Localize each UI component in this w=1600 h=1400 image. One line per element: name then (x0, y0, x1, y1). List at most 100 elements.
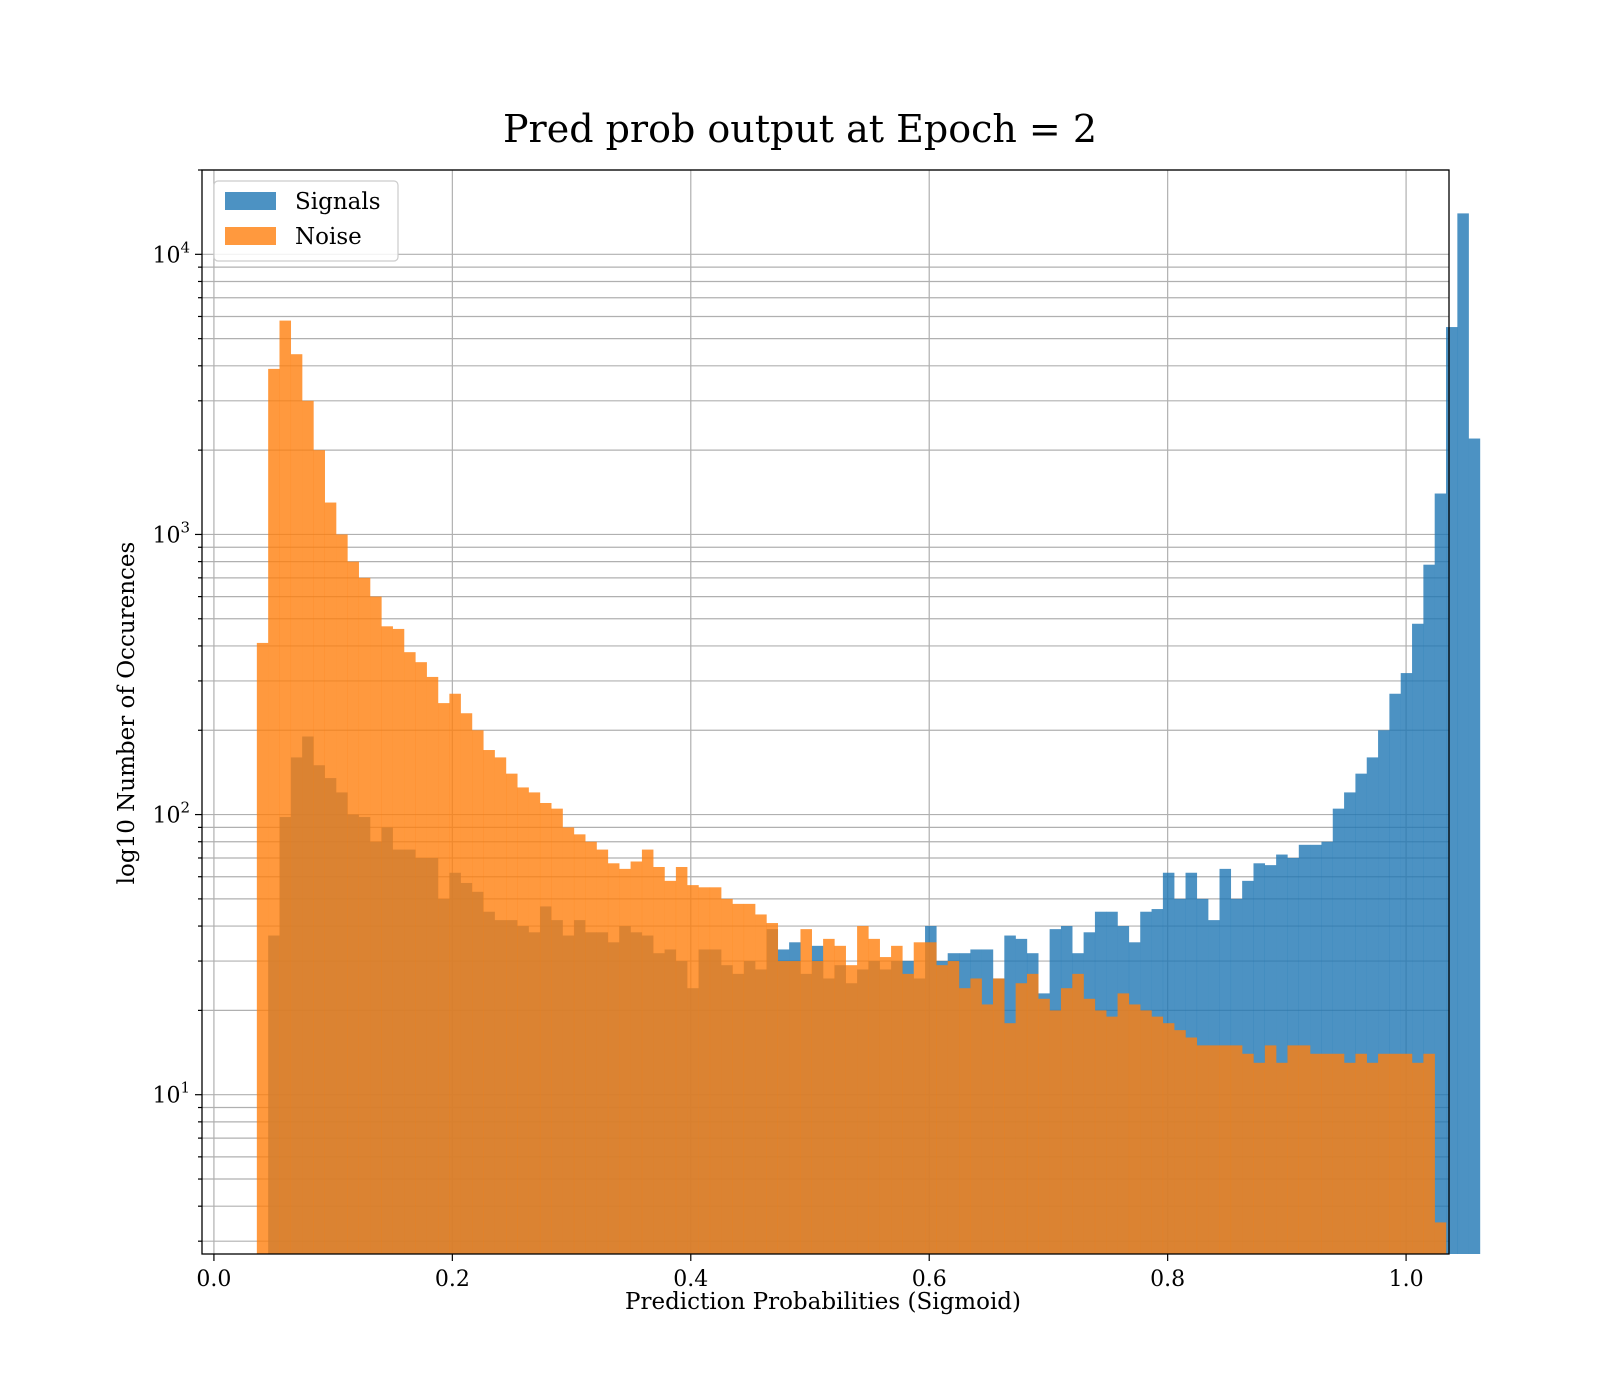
noise-bar (607, 863, 620, 1254)
noise-bar (1106, 1016, 1118, 1254)
signals-bar (1366, 757, 1379, 1254)
legend-label-signals: Signals (295, 189, 381, 215)
noise-bar (460, 713, 473, 1254)
noise-bar (381, 626, 393, 1254)
y-tick-label: 101 (152, 1079, 190, 1109)
noise-bar (1230, 1045, 1243, 1254)
x-tick-label: 1.0 (1389, 1267, 1424, 1292)
noise-bar (1253, 1062, 1266, 1254)
noise-bar (1276, 1062, 1288, 1254)
x-tick-label: 0.6 (912, 1267, 947, 1292)
noise-bar (426, 676, 439, 1254)
x-tick-label: 0.8 (1150, 1267, 1185, 1292)
noise-bar (313, 450, 325, 1254)
noise-bar (755, 914, 767, 1254)
noise-bar (675, 866, 688, 1254)
noise-bar (1287, 1045, 1299, 1254)
signals-bar (1378, 730, 1390, 1254)
noise-bar (1208, 1045, 1220, 1254)
noise-bar (936, 965, 948, 1254)
signals-bar (1446, 327, 1458, 1254)
noise-bar (1004, 1023, 1016, 1254)
x-axis: 0.0 0.2 0.4 0.6 0.8 1.0 (196, 1254, 1424, 1292)
noise-bar (268, 368, 280, 1254)
noise-bar (1400, 1053, 1413, 1254)
noise-series (256, 320, 1447, 1254)
noise-bar (1310, 1053, 1322, 1254)
noise-bar (1344, 1062, 1356, 1254)
noise-bar (857, 926, 869, 1254)
noise-bar (1038, 998, 1050, 1254)
noise-bar (347, 561, 359, 1254)
noise-bar (630, 861, 643, 1254)
noise-bar (1366, 1062, 1379, 1254)
noise-bar (539, 802, 552, 1254)
noise-bar (1060, 988, 1073, 1254)
noise-bar (1083, 998, 1096, 1254)
noise-bar (1378, 1053, 1390, 1254)
noise-bar (573, 834, 586, 1254)
y-tick-label: 104 (152, 238, 190, 268)
noise-bar (370, 596, 382, 1254)
noise-bar (811, 961, 824, 1254)
legend-swatch-noise (225, 227, 276, 245)
noise-bar (698, 887, 711, 1254)
noise-bar (766, 923, 779, 1254)
signals-bar (1310, 844, 1322, 1254)
noise-bar (959, 988, 971, 1254)
noise-bar (879, 957, 892, 1254)
noise-bar (449, 693, 461, 1254)
noise-bar (483, 750, 495, 1254)
noise-bar (279, 320, 292, 1254)
x-tick-label: 0.0 (196, 1267, 231, 1292)
noise-bar (970, 978, 982, 1254)
noise-bar (1015, 983, 1028, 1254)
plot-frame (201, 169, 1450, 1255)
noise-bar (585, 841, 597, 1254)
noise-bar (290, 354, 303, 1254)
noise-bar (1196, 1045, 1209, 1254)
signals-bar (1400, 673, 1413, 1254)
x-tick-label: 0.2 (435, 1267, 470, 1292)
noise-bar (687, 885, 699, 1254)
x-axis-label: Prediction Probabilities (Sigmoid) (625, 1289, 1021, 1315)
signals-bar (1332, 808, 1345, 1254)
noise-bar (1185, 1037, 1198, 1254)
noise-bar (528, 792, 541, 1254)
signals-bar (1457, 213, 1469, 1254)
noise-bar (562, 827, 575, 1254)
noise-bar (789, 961, 801, 1254)
noise-bar (732, 903, 745, 1254)
noise-bar (596, 849, 609, 1254)
noise-bar (1412, 1062, 1424, 1254)
x-tick-label: 0.4 (673, 1267, 708, 1292)
noise-bar (777, 961, 790, 1254)
legend-label-noise: Noise (295, 224, 362, 250)
signals-bar (1423, 564, 1435, 1254)
noise-bar (902, 973, 914, 1254)
noise-bar (721, 898, 733, 1254)
noise-bar (438, 703, 450, 1254)
noise-bar (641, 849, 654, 1254)
noise-bar (1049, 1010, 1062, 1254)
noise-bar (1151, 1016, 1164, 1254)
noise-bar (925, 942, 937, 1254)
signals-bar (1468, 438, 1481, 1254)
noise-bar (1174, 1030, 1186, 1254)
noise-bar (302, 400, 314, 1254)
y-tick-label: 103 (152, 518, 190, 548)
y-tick-label: 102 (152, 799, 190, 829)
signals-bar (1344, 792, 1356, 1254)
noise-bar (358, 577, 371, 1254)
noise-bar (619, 868, 631, 1254)
noise-bar (823, 938, 835, 1254)
noise-bar (472, 730, 484, 1254)
noise-bar (891, 945, 903, 1254)
noise-bar (1117, 993, 1130, 1254)
noise-bar (800, 929, 812, 1254)
noise-bar (868, 938, 880, 1254)
noise-bar (845, 965, 858, 1254)
noise-bar (664, 880, 677, 1254)
noise-bar (709, 887, 722, 1254)
